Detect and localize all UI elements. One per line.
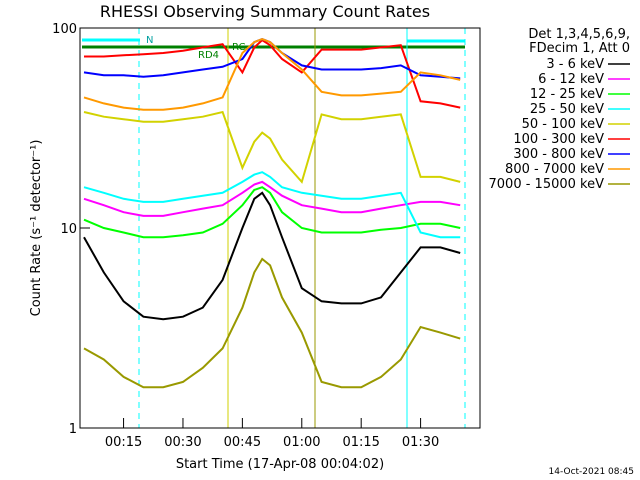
series-line bbox=[84, 38, 461, 109]
y-axis-label: Count Rate (s⁻¹ detector⁻¹) bbox=[29, 140, 44, 317]
legend-label: 6 - 12 keV bbox=[538, 72, 604, 87]
legend-label: 25 - 50 keV bbox=[530, 102, 604, 117]
series-line bbox=[83, 110, 461, 184]
x-tick-label: 01:15 bbox=[342, 435, 379, 450]
series-line bbox=[83, 186, 461, 239]
series-line bbox=[83, 38, 461, 111]
legend-label: 7000 - 15000 keV bbox=[489, 177, 605, 192]
chart-title: RHESSI Observing Summary Count Rates bbox=[100, 2, 430, 21]
x-tick-label: 01:30 bbox=[402, 435, 439, 450]
legend-header: Det 1,3,4,5,6,9, bbox=[528, 27, 630, 42]
legend-label: 800 - 7000 keV bbox=[505, 162, 604, 177]
legend-label: 50 - 100 keV bbox=[522, 117, 605, 132]
annotation: N bbox=[146, 35, 153, 46]
x-tick-label: 00:30 bbox=[164, 435, 201, 450]
legend-label: 300 - 800 keV bbox=[513, 147, 604, 162]
legend-header: FDecim 1, Att 0 bbox=[529, 41, 630, 56]
x-tick-label: 01:00 bbox=[283, 435, 320, 450]
x-tick-label: 00:45 bbox=[224, 435, 261, 450]
series-line bbox=[83, 180, 461, 217]
y-tick-label: 1 bbox=[69, 422, 77, 437]
x-tick-label: 00:15 bbox=[105, 435, 142, 450]
series-line bbox=[83, 191, 461, 321]
annotation: RD4 bbox=[198, 50, 219, 61]
y-tick-label: 10 bbox=[60, 222, 77, 237]
series-line bbox=[83, 257, 461, 389]
annotation: RC bbox=[232, 42, 245, 53]
footer: 14-Oct-2021 08:45 bbox=[549, 467, 634, 477]
x-axis-label: Start Time (17-Apr-08 00:04:02) bbox=[176, 457, 384, 472]
legend-label: 100 - 300 keV bbox=[513, 132, 604, 147]
legend-label: 12 - 25 keV bbox=[530, 87, 604, 102]
y-tick-label: 100 bbox=[52, 22, 77, 37]
legend-label: 3 - 6 keV bbox=[546, 57, 604, 72]
series-line bbox=[83, 171, 461, 239]
